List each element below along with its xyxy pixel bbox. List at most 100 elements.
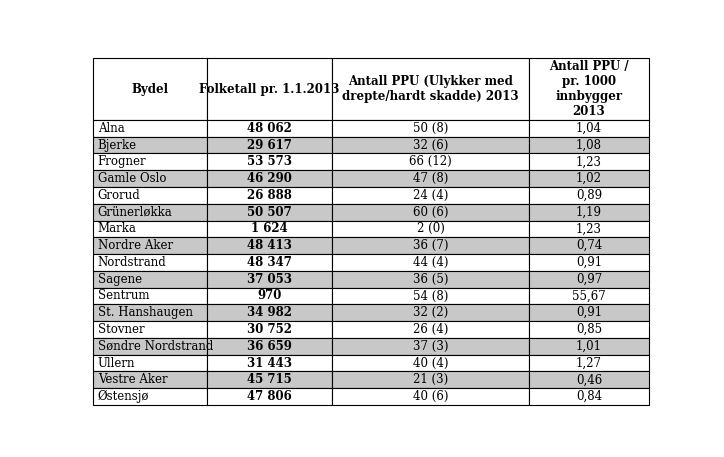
- Text: 44 (4): 44 (4): [413, 256, 448, 269]
- Bar: [529, 187, 649, 204]
- Bar: [93, 170, 207, 187]
- Text: 0,46: 0,46: [576, 373, 602, 386]
- Text: Søndre Nordstrand: Søndre Nordstrand: [98, 340, 213, 353]
- Text: 26 888: 26 888: [247, 189, 292, 202]
- Bar: [207, 338, 332, 355]
- Bar: [93, 187, 207, 204]
- Text: 60 (6): 60 (6): [413, 206, 448, 218]
- Bar: [207, 137, 332, 154]
- Bar: [332, 287, 529, 304]
- Bar: [93, 287, 207, 304]
- Bar: [529, 388, 649, 405]
- Bar: [93, 120, 207, 137]
- Bar: [93, 321, 207, 338]
- Text: Vestre Aker: Vestre Aker: [98, 373, 167, 386]
- Text: Nordstrand: Nordstrand: [98, 256, 167, 269]
- Text: 21 (3): 21 (3): [413, 373, 448, 386]
- Text: 1,01: 1,01: [576, 340, 602, 353]
- Text: Marka: Marka: [98, 223, 137, 235]
- Text: 0,85: 0,85: [576, 323, 602, 336]
- Text: 40 (6): 40 (6): [413, 390, 448, 403]
- Text: Nordre Aker: Nordre Aker: [98, 239, 173, 252]
- Bar: [207, 204, 332, 221]
- Text: 50 507: 50 507: [248, 206, 292, 218]
- Bar: [332, 254, 529, 271]
- Text: Bjerke: Bjerke: [98, 138, 137, 152]
- Text: 1 624: 1 624: [251, 223, 288, 235]
- Bar: [529, 120, 649, 137]
- Bar: [529, 254, 649, 271]
- Bar: [332, 204, 529, 221]
- Text: Grorud: Grorud: [98, 189, 140, 202]
- Bar: [93, 271, 207, 287]
- Bar: [529, 204, 649, 221]
- Text: 1,02: 1,02: [576, 172, 602, 185]
- Bar: [529, 221, 649, 237]
- Bar: [93, 237, 207, 254]
- Text: 40 (4): 40 (4): [413, 356, 448, 370]
- Text: 37 (3): 37 (3): [413, 340, 448, 353]
- Text: Stovner: Stovner: [98, 323, 144, 336]
- Bar: [207, 372, 332, 388]
- Bar: [93, 221, 207, 237]
- Text: Østensjø: Østensjø: [98, 390, 149, 403]
- Bar: [93, 355, 207, 372]
- Text: 0,84: 0,84: [576, 390, 602, 403]
- Text: 31 443: 31 443: [247, 356, 292, 370]
- Text: 1,27: 1,27: [576, 356, 602, 370]
- Text: 54 (8): 54 (8): [413, 289, 448, 303]
- Text: 66 (12): 66 (12): [409, 155, 452, 168]
- Bar: [529, 372, 649, 388]
- Text: St. Hanshaugen: St. Hanshaugen: [98, 306, 193, 319]
- Text: 2 (0): 2 (0): [417, 223, 445, 235]
- Text: 0,89: 0,89: [576, 189, 602, 202]
- Text: 36 659: 36 659: [247, 340, 292, 353]
- Text: 1,08: 1,08: [576, 138, 602, 152]
- Bar: [529, 137, 649, 154]
- Bar: [332, 154, 529, 170]
- Bar: [332, 237, 529, 254]
- Text: 0,91: 0,91: [576, 256, 602, 269]
- Text: 48 062: 48 062: [247, 122, 292, 135]
- Text: Bydel: Bydel: [132, 83, 169, 96]
- Bar: [207, 271, 332, 287]
- Bar: [207, 221, 332, 237]
- Bar: [93, 58, 207, 120]
- Bar: [93, 372, 207, 388]
- Text: 32 (6): 32 (6): [413, 138, 448, 152]
- Bar: [529, 304, 649, 321]
- Bar: [207, 254, 332, 271]
- Text: 29 617: 29 617: [247, 138, 292, 152]
- Bar: [529, 321, 649, 338]
- Bar: [93, 137, 207, 154]
- Bar: [332, 388, 529, 405]
- Text: Sagene: Sagene: [98, 273, 142, 286]
- Text: 46 290: 46 290: [247, 172, 292, 185]
- Text: 37 053: 37 053: [247, 273, 292, 286]
- Text: Grünerløkka: Grünerløkka: [98, 206, 172, 218]
- Text: Folketall pr. 1.1.2013: Folketall pr. 1.1.2013: [200, 83, 340, 96]
- Text: 970: 970: [258, 289, 282, 303]
- Bar: [529, 170, 649, 187]
- Text: 55,67: 55,67: [572, 289, 606, 303]
- Text: 32 (2): 32 (2): [413, 306, 448, 319]
- Text: 0,91: 0,91: [576, 306, 602, 319]
- Bar: [207, 321, 332, 338]
- Bar: [93, 154, 207, 170]
- Text: 1,04: 1,04: [576, 122, 602, 135]
- Text: 47 (8): 47 (8): [413, 172, 448, 185]
- Text: 30 752: 30 752: [247, 323, 292, 336]
- Bar: [207, 388, 332, 405]
- Bar: [332, 271, 529, 287]
- Text: 47 806: 47 806: [248, 390, 292, 403]
- Bar: [207, 58, 332, 120]
- Text: Ullern: Ullern: [98, 356, 135, 370]
- Text: 48 347: 48 347: [247, 256, 292, 269]
- Text: 36 (7): 36 (7): [413, 239, 448, 252]
- Text: 24 (4): 24 (4): [413, 189, 448, 202]
- Bar: [529, 237, 649, 254]
- Bar: [93, 388, 207, 405]
- Text: 26 (4): 26 (4): [413, 323, 448, 336]
- Text: Alna: Alna: [98, 122, 125, 135]
- Text: 1,23: 1,23: [576, 155, 602, 168]
